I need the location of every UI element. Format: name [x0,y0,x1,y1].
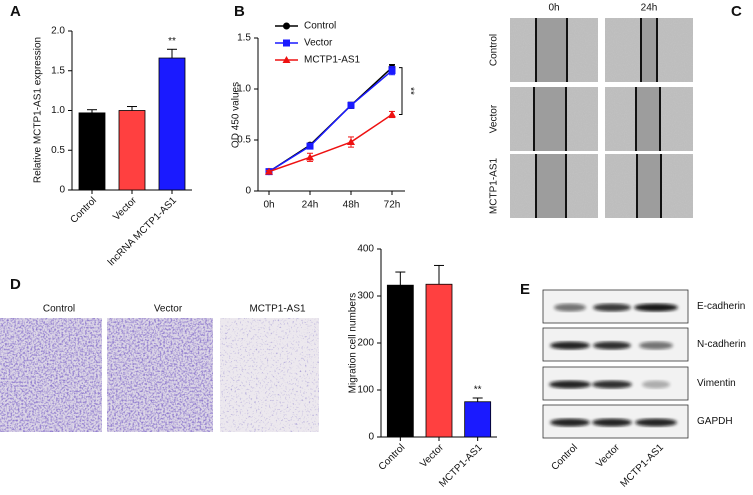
panel-label: C [731,3,742,20]
x-tick-label: 48h [343,200,360,211]
legend-marker [282,56,291,63]
band [592,380,632,389]
panel-label: D [10,276,21,293]
significance: ** [404,87,415,95]
column-label: 24h [641,3,658,14]
y-axis-label: Relative MCTP1-AS1 expression [33,37,44,183]
y-tick-label: 1.5 [237,33,251,44]
image-caption: Control [43,304,75,315]
wound-gap [636,87,660,151]
y-tick-label: 0 [368,432,374,443]
y-tick-label: 2.0 [51,26,65,37]
lane-label: MCTP1-AS1 [619,442,667,490]
legend-marker [283,39,290,47]
x-tick-label: Control [68,195,99,226]
column-label: 0h [548,3,559,14]
y-axis-label: OD 450 values [231,82,242,148]
band [550,341,590,350]
significance: ** [168,36,176,47]
y-tick-label: 0.5 [237,135,251,146]
y-tick-label: 300 [357,291,374,302]
y-axis-label: Migration cell numbers [348,293,359,394]
significance: ** [474,385,482,396]
panel-label: A [10,3,21,20]
y-tick-label: 0.5 [51,145,65,156]
y-tick-label: 100 [357,385,374,396]
band [593,303,631,312]
band [549,380,591,389]
band [634,303,678,312]
legend-label: MCTP1-AS1 [304,55,361,66]
image-caption: Vector [154,304,183,315]
band [639,341,673,350]
point [306,142,314,150]
row-label: Control [489,34,500,66]
legend-label: Control [304,21,336,32]
point [347,138,355,146]
stained-cells [0,318,102,432]
point [388,110,396,118]
panel-label: B [234,3,245,20]
wound-gap [641,18,657,82]
x-tick-label: lncRNA MCTP1-AS1 [106,195,179,268]
bar [158,57,186,191]
x-tick-label: Control [377,442,408,473]
lane-label: Vector [594,442,622,470]
band [635,418,677,427]
bar [118,110,146,191]
legend-label: Vector [304,38,333,49]
stained-cells [107,318,213,432]
y-tick-label: 1.0 [51,105,65,116]
x-tick-label: 24h [302,200,319,211]
lane-label: Control [549,442,580,473]
stained-cells [220,318,319,432]
legend-marker [283,22,290,30]
protein-label: Vimentin [697,378,736,389]
y-tick-label: 400 [357,244,374,255]
band [592,418,632,427]
y-tick-label: 1.0 [237,84,251,95]
y-tick-label: 1.5 [51,65,65,76]
x-tick-label: 72h [384,200,401,211]
row-label: MCTP1-AS1 [489,158,500,215]
wound-gap [536,154,566,218]
point [283,39,290,47]
x-tick-label: 0h [263,200,274,211]
series-line [268,113,393,173]
image-caption: MCTP1-AS1 [249,304,306,315]
point [306,153,314,161]
x-tick-label: Vector [418,442,446,470]
wound-gap [534,87,566,151]
y-tick-label: 0 [245,186,251,197]
band [550,418,590,427]
series-line [268,67,393,173]
band [554,303,586,312]
point [388,67,396,75]
protein-label: E-cadherin [697,301,745,312]
panels: A 0 0.5 1.0 1.5 2.0 Relative MCTP1-AS1 express… [0,3,746,490]
wound-gap [536,18,567,82]
row-label: Vector [489,104,500,133]
bar [425,283,453,438]
significance-bracket [399,67,403,115]
band [642,380,670,389]
y-tick-label: 0 [59,185,65,196]
series-line [268,70,393,173]
wound-gap [637,154,661,218]
protein-label: N-cadherin [697,339,746,350]
point [347,101,355,109]
bar [386,284,414,438]
y-tick-label: 200 [357,338,374,349]
bar [78,112,106,191]
point [283,22,290,30]
x-tick-label: Vector [111,195,139,223]
band [593,341,631,350]
bar [464,401,492,438]
panel-label: E [520,281,530,298]
point [265,167,273,175]
protein-label: GAPDH [697,416,733,427]
point [282,56,291,63]
